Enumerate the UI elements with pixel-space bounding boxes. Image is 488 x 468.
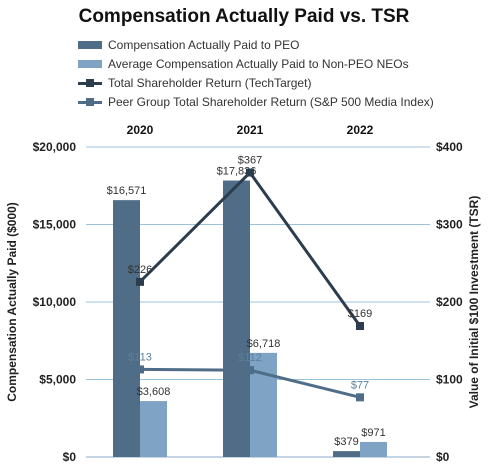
legend-label-peo-cap: Compensation Actually Paid to PEO <box>108 38 300 52</box>
bar <box>250 352 277 457</box>
y-tick-label: $0 <box>63 450 77 464</box>
chart-title: Compensation Actually Paid vs. TSR <box>78 6 410 27</box>
legend-swatch-peer-tsr <box>78 98 102 106</box>
bar-data-label: $379 <box>334 436 358 448</box>
bar-data-label: $6,718 <box>247 338 281 350</box>
y-tick-label: $15,000 <box>33 218 77 232</box>
series-point <box>246 366 254 375</box>
y2-tick-label: $0 <box>436 450 450 464</box>
line-data-label: $113 <box>128 351 152 363</box>
y-tick-label: $10,000 <box>33 295 77 309</box>
legend-label-neo-cap: Average Compensation Actually Paid to No… <box>108 57 409 71</box>
bar <box>333 451 360 457</box>
legend-item-peo-cap: Compensation Actually Paid to PEO <box>78 36 434 55</box>
series-point <box>136 277 144 286</box>
line-data-label: $112 <box>238 352 262 364</box>
legend-label-tsr: Total Shareholder Return (TechTarget) <box>108 76 312 90</box>
line-data-label: $226 <box>128 264 152 276</box>
y-tick-label: $5,000 <box>39 373 76 387</box>
line-data-label: $77 <box>351 379 369 391</box>
legend-item-peer-tsr: Peer Group Total Shareholder Return (S&P… <box>78 93 434 112</box>
y-axis-label: Compensation Actually Paid ($000) <box>5 202 19 402</box>
bar-data-label: $971 <box>361 427 385 439</box>
bar <box>223 180 250 458</box>
y-tick-label: $20,000 <box>33 140 77 154</box>
bar <box>113 200 140 457</box>
y2-axis-label: Value of Initial $100 Investment (TSR) <box>467 196 481 409</box>
x-tick-label: 2022 <box>347 123 374 137</box>
bar <box>360 441 387 457</box>
series-point <box>356 322 364 331</box>
bar-data-label: $3,608 <box>137 386 171 398</box>
chart-legend: Compensation Actually Paid to PEO Averag… <box>78 36 434 112</box>
legend-label-peer-tsr: Peer Group Total Shareholder Return (S&P… <box>108 95 434 109</box>
legend-swatch-tsr <box>78 79 102 87</box>
legend-item-tsr: Total Shareholder Return (TechTarget) <box>78 74 434 93</box>
legend-item-neo-cap: Average Compensation Actually Paid to No… <box>78 55 434 74</box>
y2-tick-label: $300 <box>436 218 463 232</box>
series-point <box>246 168 254 177</box>
line-data-label: $367 <box>238 155 262 167</box>
x-tick-label: 2021 <box>237 123 264 137</box>
line-data-label: $169 <box>348 308 372 320</box>
x-tick-label: 2020 <box>127 123 154 137</box>
series-point <box>356 393 364 402</box>
bar <box>140 401 167 457</box>
legend-swatch-peo-cap <box>78 41 102 49</box>
legend-swatch-neo-cap <box>78 60 102 68</box>
series-point <box>136 365 144 374</box>
y2-tick-label: $200 <box>436 295 463 309</box>
bar-data-label: $16,571 <box>107 185 147 197</box>
y2-tick-label: $400 <box>436 140 463 154</box>
y2-tick-label: $100 <box>436 373 463 387</box>
